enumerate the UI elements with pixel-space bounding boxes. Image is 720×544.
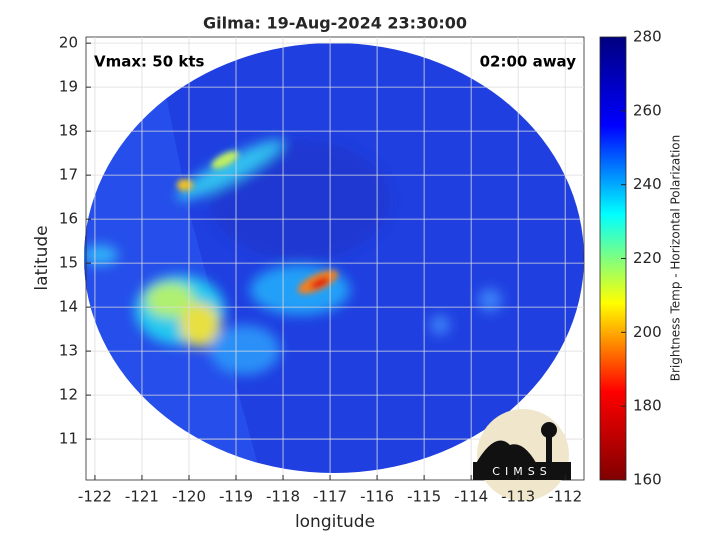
chart-title: Gilma: 19-Aug-2024 23:30:00 — [203, 14, 467, 33]
colorbar-tick-label: 260 — [633, 101, 662, 119]
x-tick-label: -116 — [360, 488, 394, 506]
y-tick-label: 18 — [59, 122, 78, 140]
logo-text: CIMSS — [492, 465, 551, 478]
y-tick-label: 13 — [59, 342, 78, 360]
y-tick-label: 20 — [59, 34, 78, 52]
colorbar-tick-label: 180 — [633, 397, 662, 415]
x-tick-label: -122 — [78, 488, 112, 506]
x-axis-label: longitude — [295, 512, 375, 532]
colorbar-label: Brightness Temp - Horizontal Polarizatio… — [669, 135, 683, 382]
colorbar-tick-label: 200 — [633, 323, 662, 341]
y-tick-label: 17 — [59, 166, 78, 184]
x-tick-label: -118 — [266, 488, 300, 506]
y-tick-label: 15 — [59, 254, 78, 272]
colorbar-tick-label: 220 — [633, 249, 662, 267]
y-tick-label: 11 — [59, 430, 78, 448]
y-tick-label: 19 — [59, 78, 78, 96]
y-axis-label: latitude — [32, 225, 52, 290]
colorbar-tick-label: 160 — [633, 471, 662, 489]
logo: CIMSS — [473, 409, 571, 501]
colorbar-tick-label: 240 — [633, 175, 662, 193]
x-tick-label: -119 — [219, 488, 253, 506]
x-tick-label: -115 — [407, 488, 441, 506]
y-tick-label: 14 — [59, 298, 78, 316]
x-tick-label: -117 — [313, 488, 347, 506]
plot-area — [84, 36, 585, 481]
swath-image — [84, 43, 584, 473]
x-tick-label: -113 — [501, 488, 535, 506]
annotation: 02:00 away — [480, 53, 577, 71]
y-tick-label: 12 — [59, 386, 78, 404]
x-tick-label: -120 — [172, 488, 206, 506]
colorbar-tick-label: 280 — [633, 28, 662, 46]
x-tick-label: -112 — [548, 488, 582, 506]
y-tick-label: 16 — [59, 210, 78, 228]
x-tick-label: -114 — [454, 488, 488, 506]
x-tick-label: -121 — [125, 488, 159, 506]
annotation: Vmax: 50 kts — [94, 53, 204, 71]
